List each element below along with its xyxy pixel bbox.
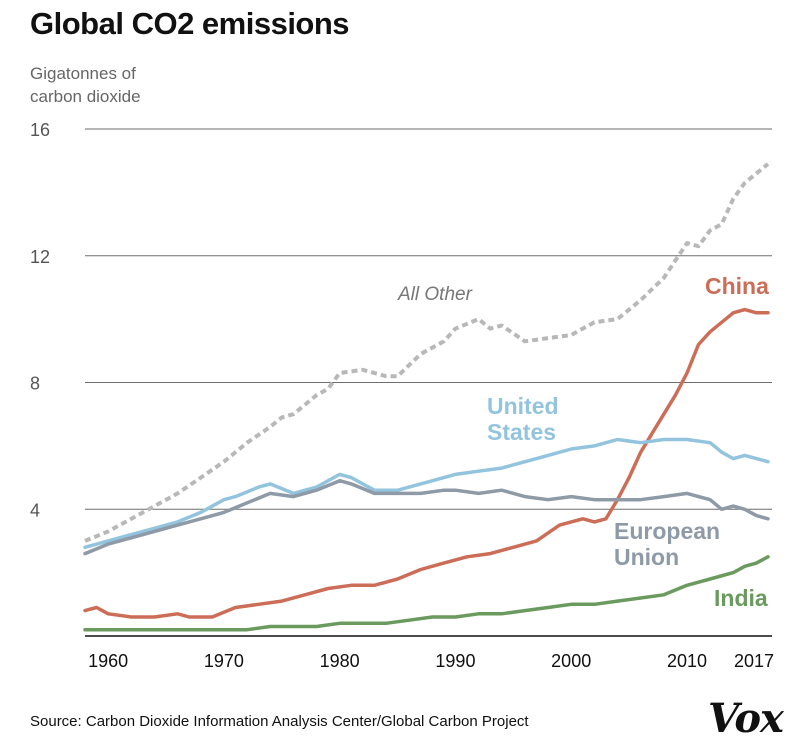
x-tick-label: 2000 xyxy=(551,651,591,671)
x-tick-label: 2017 xyxy=(734,651,774,671)
x-tick-label: 1980 xyxy=(320,651,360,671)
series-label-european-union: European Union xyxy=(614,518,726,570)
series-label-china: China xyxy=(705,273,769,299)
source-note: Source: Carbon Dioxide Information Analy… xyxy=(30,713,529,730)
series-line-all-other xyxy=(84,162,770,543)
vox-logo: Vox xyxy=(708,695,784,742)
series-line-china xyxy=(83,307,770,619)
series-lines xyxy=(83,162,770,632)
y-tick-label: 12 xyxy=(30,247,50,267)
annotation-all-other: All Other xyxy=(397,284,473,305)
chart-title: Global CO2 emissions xyxy=(30,6,350,41)
y-tick-labels: 4 8 12 16 xyxy=(30,120,50,520)
y-axis-label: Gigatonnes of carbon dioxide xyxy=(30,62,230,108)
x-tick-label: 1990 xyxy=(435,651,475,671)
series-line-united-states xyxy=(83,437,770,550)
x-tick-label: 2010 xyxy=(667,651,707,671)
y-axis-label-line-1: Gigatonnes of xyxy=(30,64,136,83)
x-tick-labels: 1960 1970 1980 1990 2000 2010 2017 xyxy=(88,651,774,671)
y-tick-label: 8 xyxy=(30,374,40,394)
x-tick-label: 1960 xyxy=(88,651,128,671)
line-chart: 4 8 12 16 1960 1970 1980 1990 2000 2010 2017 All … xyxy=(30,120,774,671)
y-tick-label: 4 xyxy=(30,500,40,520)
x-tick-label: 1970 xyxy=(204,651,244,671)
series-line-european-union xyxy=(83,478,770,556)
y-axis-label-line-2: carbon dioxide xyxy=(30,87,141,106)
series-label-india: India xyxy=(714,585,768,611)
gridlines xyxy=(85,128,772,637)
series-label-united-states: United States xyxy=(487,393,565,445)
y-tick-label: 16 xyxy=(30,120,50,140)
series-line-india xyxy=(83,555,770,632)
